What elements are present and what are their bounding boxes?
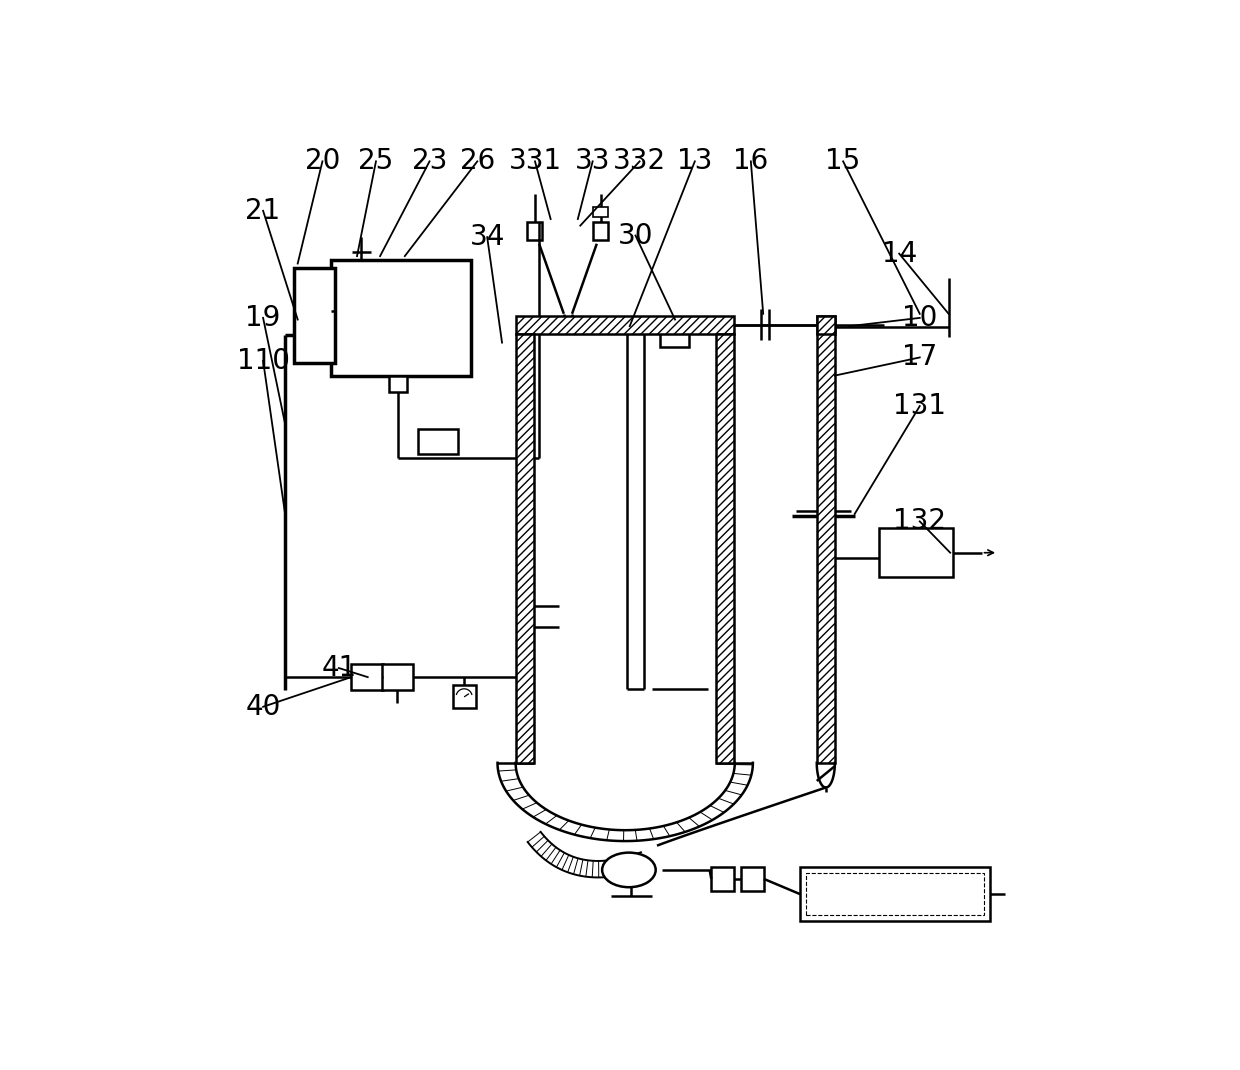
Text: 23: 23 [412, 148, 448, 175]
Bar [527, 221, 542, 240]
Bar [660, 318, 689, 347]
Bar [516, 317, 734, 334]
Text: 132: 132 [893, 507, 946, 535]
Text: 30: 30 [618, 221, 653, 249]
Bar [806, 873, 985, 915]
Ellipse shape [603, 853, 656, 887]
Bar [594, 207, 609, 216]
Bar [516, 334, 534, 763]
Text: 20: 20 [305, 148, 340, 175]
Text: 25: 25 [358, 148, 393, 175]
Text: 40: 40 [246, 692, 280, 721]
Text: 41: 41 [321, 654, 357, 682]
Text: 19: 19 [246, 304, 280, 332]
Text: 131: 131 [893, 392, 946, 421]
Bar [382, 663, 413, 690]
Bar [817, 317, 835, 334]
Bar [418, 429, 459, 454]
Bar [717, 334, 734, 763]
Bar [594, 221, 609, 240]
Bar [351, 663, 383, 690]
Bar [453, 686, 476, 708]
Text: 16: 16 [733, 148, 769, 175]
Text: 10: 10 [901, 304, 937, 332]
Bar [294, 269, 335, 363]
Text: 14: 14 [882, 240, 916, 268]
Bar [879, 528, 952, 578]
Bar [800, 868, 990, 921]
Text: 21: 21 [246, 197, 280, 225]
Text: 110: 110 [237, 347, 290, 374]
Text: 15: 15 [826, 148, 861, 175]
Bar [817, 317, 835, 763]
Bar [712, 868, 734, 890]
Text: 34: 34 [470, 224, 505, 251]
Text: 332: 332 [613, 148, 666, 175]
Bar [742, 868, 764, 890]
Text: 26: 26 [460, 148, 495, 175]
Text: 17: 17 [903, 343, 937, 371]
Bar [331, 260, 471, 376]
Text: 331: 331 [508, 148, 562, 175]
Text: 13: 13 [677, 148, 713, 175]
Text: 33: 33 [575, 148, 610, 175]
Bar [389, 376, 407, 392]
